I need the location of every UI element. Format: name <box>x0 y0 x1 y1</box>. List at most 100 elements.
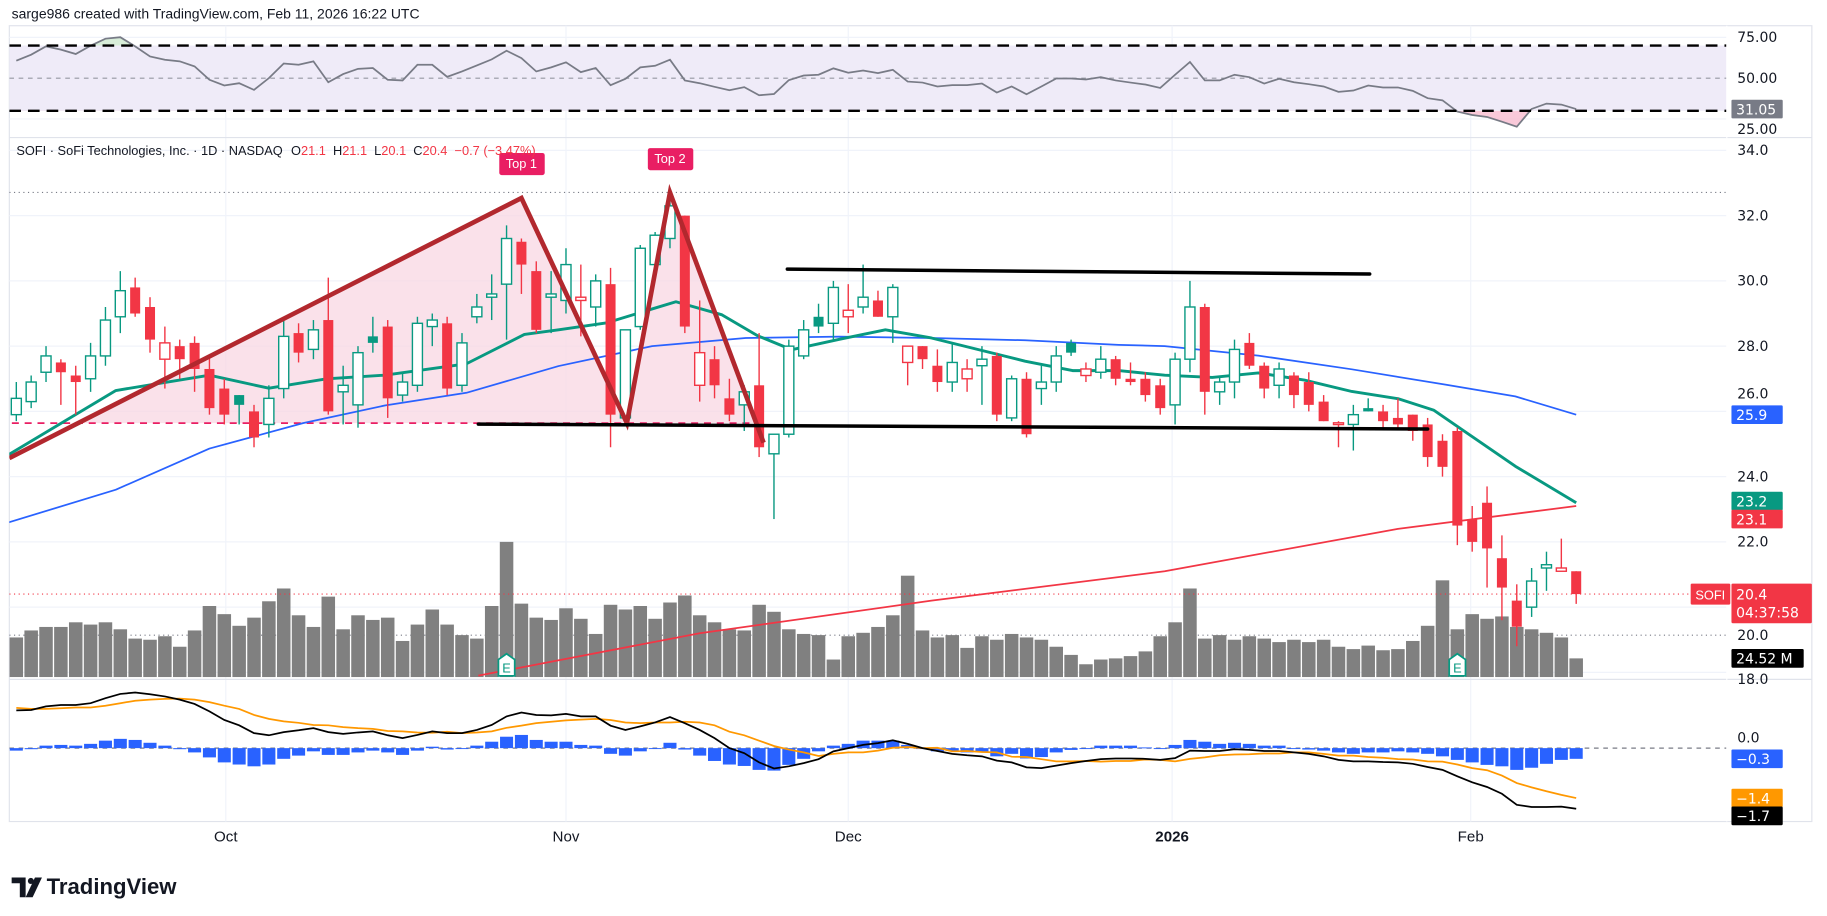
candle[interactable] <box>204 355 215 415</box>
pattern-label[interactable]: Top 1 <box>499 152 545 176</box>
candle[interactable] <box>976 346 988 405</box>
axes[interactable]: 34.0 32.0 30.0 28.0 26.0 24.0 22.0 20.0 18.0 75.0… <box>214 30 1812 845</box>
support-line[interactable] <box>476 422 1430 431</box>
candle[interactable] <box>1244 333 1255 369</box>
candle[interactable] <box>1005 375 1018 422</box>
candle[interactable] <box>99 306 112 366</box>
candle[interactable] <box>1199 303 1210 415</box>
candle[interactable] <box>130 277 141 317</box>
candle[interactable] <box>961 359 973 392</box>
candle[interactable] <box>396 372 409 402</box>
candle[interactable] <box>693 300 706 402</box>
candle[interactable] <box>70 365 81 415</box>
candle[interactable] <box>500 225 513 340</box>
candle[interactable] <box>1228 339 1241 399</box>
candle[interactable] <box>55 359 66 405</box>
candle[interactable] <box>634 245 646 330</box>
candle[interactable] <box>367 316 378 353</box>
candle[interactable] <box>456 333 468 392</box>
candle[interactable] <box>1125 362 1136 386</box>
candle[interactable] <box>263 385 275 438</box>
candle[interactable] <box>323 277 334 415</box>
candle[interactable] <box>1169 352 1181 425</box>
resistance-line[interactable] <box>785 267 1372 276</box>
candle[interactable] <box>1511 584 1522 647</box>
candle[interactable] <box>901 345 914 386</box>
candle[interactable] <box>1452 427 1463 546</box>
candle[interactable] <box>709 346 720 399</box>
candle[interactable] <box>352 346 364 428</box>
candle[interactable] <box>1080 362 1092 383</box>
candle[interactable] <box>411 316 424 392</box>
candle[interactable] <box>1571 571 1582 604</box>
candle[interactable] <box>1259 362 1270 399</box>
candle[interactable] <box>1318 395 1329 422</box>
candle[interactable] <box>1066 339 1077 356</box>
candle[interactable] <box>1273 362 1285 399</box>
candle[interactable] <box>234 395 245 425</box>
candle[interactable] <box>248 404 260 448</box>
macd-pane[interactable] <box>9 691 1727 810</box>
candle[interactable] <box>1303 372 1314 412</box>
candle[interactable] <box>589 274 602 327</box>
candle[interactable] <box>545 271 557 334</box>
candle[interactable] <box>1288 372 1299 409</box>
candle[interactable] <box>531 261 542 334</box>
candle[interactable] <box>10 382 23 422</box>
candle[interactable] <box>219 378 230 425</box>
candle[interactable] <box>1482 486 1493 588</box>
candle[interactable] <box>1184 280 1196 373</box>
rsi-pane[interactable] <box>9 36 1727 128</box>
candle[interactable] <box>1467 506 1478 552</box>
candle[interactable] <box>1525 567 1538 617</box>
candle[interactable] <box>724 378 735 422</box>
candle[interactable] <box>382 320 393 418</box>
candle[interactable] <box>25 375 37 409</box>
candle[interactable] <box>1378 404 1389 428</box>
candle[interactable] <box>442 316 453 396</box>
candle[interactable] <box>797 320 810 360</box>
earnings-marker[interactable]: E <box>497 652 516 677</box>
candle[interactable] <box>293 323 304 363</box>
candle[interactable] <box>1155 378 1166 415</box>
candle[interactable] <box>946 342 958 392</box>
candle[interactable] <box>991 352 1002 422</box>
candle[interactable] <box>783 339 795 438</box>
candle[interactable] <box>857 264 869 314</box>
pattern-label[interactable]: Top 2 <box>647 148 694 171</box>
candle[interactable] <box>917 346 928 369</box>
candle[interactable] <box>932 349 943 392</box>
candle[interactable] <box>1095 346 1107 379</box>
candle[interactable] <box>516 238 527 294</box>
candle[interactable] <box>84 342 97 392</box>
candle[interactable] <box>842 284 854 334</box>
candle[interactable] <box>813 303 824 334</box>
candle[interactable] <box>307 320 320 360</box>
candle[interactable] <box>1555 538 1568 572</box>
candle[interactable] <box>1213 375 1226 405</box>
candle[interactable] <box>1110 355 1121 386</box>
candle[interactable] <box>40 346 52 383</box>
candle[interactable] <box>337 365 349 425</box>
candle[interactable] <box>114 271 127 334</box>
candle[interactable] <box>768 433 780 520</box>
candle[interactable] <box>1422 417 1433 467</box>
candle[interactable] <box>1035 365 1048 405</box>
candle[interactable] <box>827 280 840 340</box>
earnings-marker[interactable]: E <box>1448 652 1467 677</box>
candle[interactable] <box>887 284 899 343</box>
candle[interactable] <box>1332 421 1345 448</box>
candle[interactable] <box>872 290 883 317</box>
candle[interactable] <box>1140 372 1151 402</box>
candle[interactable] <box>1050 346 1062 392</box>
candle[interactable] <box>1363 398 1374 412</box>
candle[interactable] <box>278 320 290 399</box>
candle[interactable] <box>1496 535 1507 621</box>
candle[interactable] <box>145 297 156 353</box>
candle[interactable] <box>1540 551 1553 591</box>
candle[interactable] <box>485 274 498 321</box>
candle[interactable] <box>1437 434 1448 477</box>
candle[interactable] <box>471 293 483 324</box>
